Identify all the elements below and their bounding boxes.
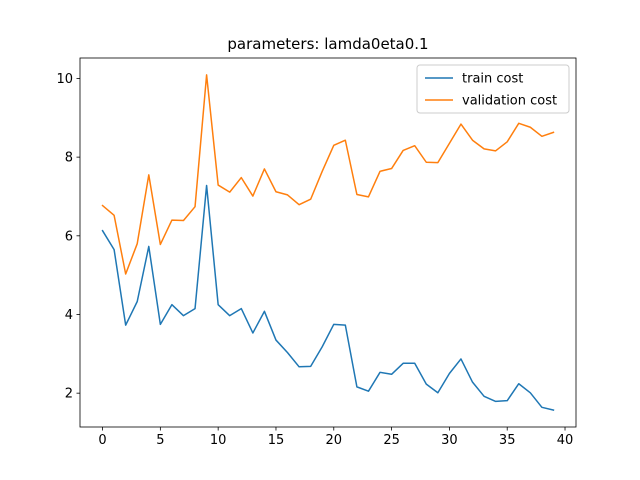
- legend: train cost validation cost: [416, 64, 570, 114]
- axes-frame: [79, 57, 577, 428]
- series-layer: [101, 74, 555, 411]
- y-tick-label: 4: [65, 308, 73, 323]
- series-line-validation-cost: [101, 74, 555, 275]
- y-tick-label: 2: [65, 387, 73, 402]
- x-tick-label: 15: [268, 433, 285, 448]
- x-tick-label: 35: [499, 433, 516, 448]
- series-line-train-cost: [101, 184, 555, 411]
- x-tick-label: 5: [156, 433, 164, 448]
- x-tick-label: 10: [210, 433, 227, 448]
- chart-title: parameters: lamda0eta0.1: [227, 35, 428, 53]
- x-tick-label: 30: [441, 433, 458, 448]
- x-tick-label: 25: [383, 433, 400, 448]
- x-tick-label: 20: [326, 433, 343, 448]
- axes-layer: 0 5 10 15 20 25 30 35 40 2 4 6 8 10: [56, 57, 577, 448]
- x-tick-label: 40: [557, 433, 574, 448]
- y-tick-label: 6: [65, 229, 73, 244]
- x-tick-label: 0: [98, 433, 106, 448]
- y-tick-label: 10: [56, 72, 73, 87]
- legend-label: train cost: [462, 72, 523, 87]
- y-tick-label: 8: [65, 151, 73, 166]
- legend-box: [416, 64, 570, 114]
- legend-label: validation cost: [462, 94, 557, 109]
